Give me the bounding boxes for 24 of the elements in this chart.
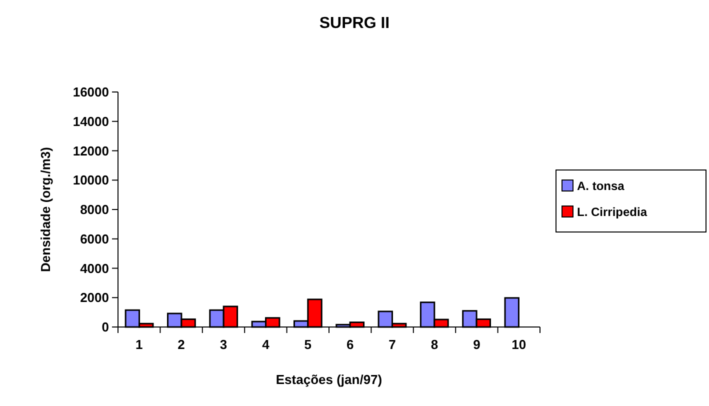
y-tick-label: 8000 <box>80 202 109 217</box>
y-tick-label: 12000 <box>72 143 109 158</box>
chart-title: SUPRG II <box>319 15 390 32</box>
x-tick-label: 2 <box>178 337 185 352</box>
y-tick-label: 14000 <box>72 114 109 129</box>
x-tick-label: 7 <box>388 337 396 352</box>
y-tick-label: 0 <box>102 320 109 334</box>
x-tick-label: 6 <box>346 337 354 352</box>
x-tick-label: 9 <box>473 337 480 352</box>
x-tick-label: 4 <box>262 337 270 352</box>
y-tick-label: 2000 <box>80 290 109 306</box>
x-tick-label: 10 <box>512 337 526 352</box>
y-tick-label: 4000 <box>80 260 109 276</box>
legend-label: A. tonsa <box>577 179 625 193</box>
x-axis-title: Estações (jan/97) <box>276 372 382 387</box>
legend-label: L. Cirripedia <box>577 205 648 219</box>
x-tick-label: 3 <box>220 337 228 352</box>
y-tick-label: 6000 <box>80 231 109 246</box>
x-tick-label: 8 <box>430 337 438 352</box>
y-axis-title: Densidade (org./m3) <box>38 147 53 272</box>
y-tick-label: 16000 <box>72 84 109 100</box>
x-tick-label: 5 <box>304 337 312 352</box>
y-tick-label: 10000 <box>72 172 109 188</box>
x-tick-label: 1 <box>135 337 143 352</box>
